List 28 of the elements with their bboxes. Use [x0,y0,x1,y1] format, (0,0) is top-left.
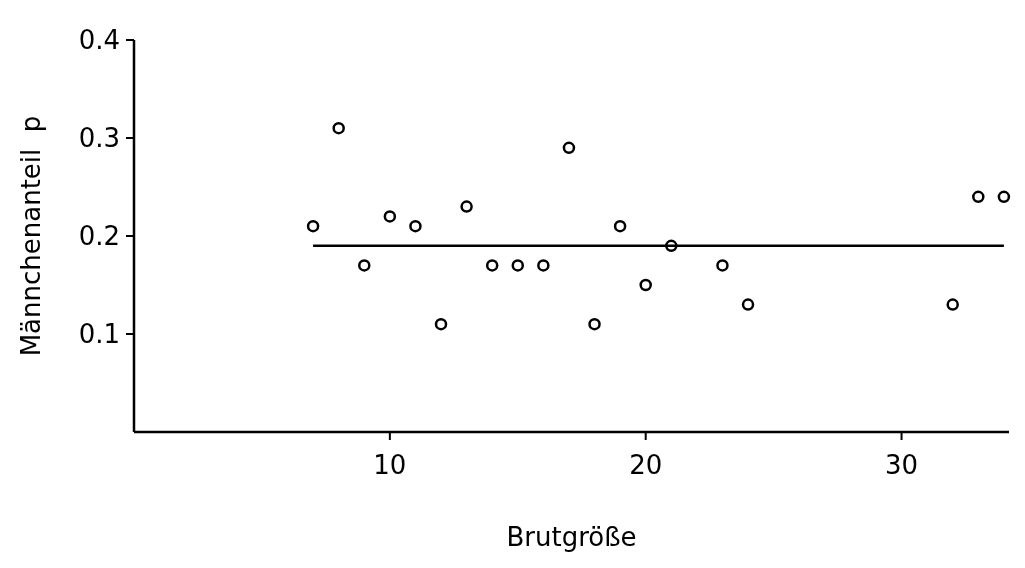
point [997,190,1011,204]
point [639,278,652,292]
point [613,219,627,233]
point [332,121,345,135]
point [460,200,473,213]
point [562,141,576,155]
point [972,190,985,204]
y-tick-label: 0.2 [78,221,120,252]
y-axis-title: Männchenanteil p [16,115,46,357]
point [434,317,448,331]
point [358,259,371,272]
point [383,210,397,223]
point [588,317,601,331]
point [716,259,729,272]
point [741,298,755,311]
y-tick-label: 0.3 [78,123,120,154]
x-axis-title: Brutgröße [506,522,637,552]
point [485,259,499,272]
y-tick-label: 0.1 [78,319,120,350]
point [537,259,550,272]
point [306,219,320,233]
point [409,219,422,233]
point [511,259,525,272]
x-tick-label: 20 [629,450,663,480]
point [946,298,959,311]
y-tick-label: 0.4 [78,25,120,56]
x-tick-label: 30 [885,450,919,480]
x-tick-label: 10 [373,450,407,480]
